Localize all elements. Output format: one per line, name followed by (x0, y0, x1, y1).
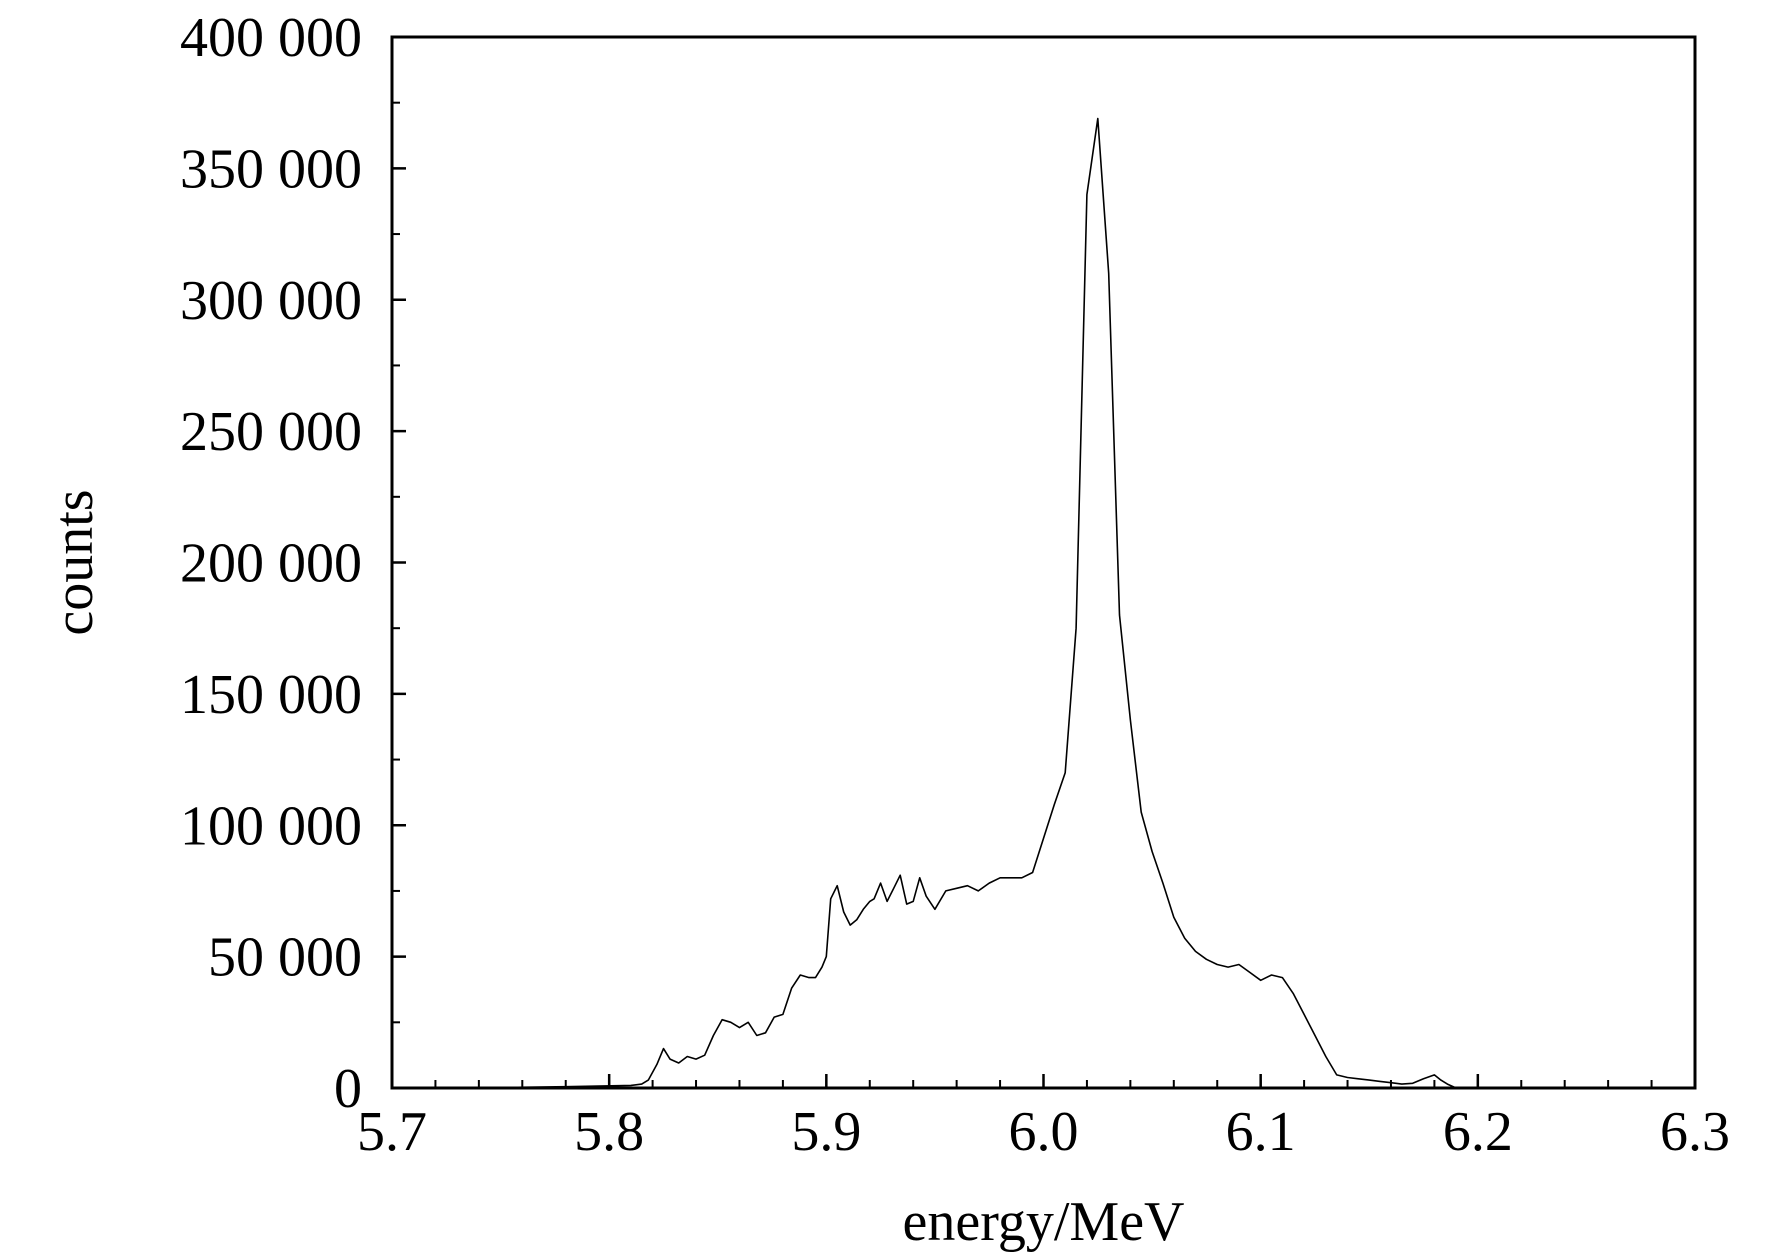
minor-ticks (391, 36, 1696, 1089)
y-axis-title: counts (43, 489, 105, 635)
x-tick-label: 5.7 (357, 1101, 427, 1163)
x-tick-label: 6.0 (1009, 1101, 1079, 1163)
y-tick-label: 350 000 (180, 138, 362, 200)
major-ticks (390, 35, 1697, 1090)
y-tick-label: 0 (334, 1058, 362, 1120)
y-tick-label: 100 000 (180, 795, 362, 857)
y-tick-label: 400 000 (180, 7, 362, 69)
x-axis-title: energy/MeV (903, 1191, 1185, 1253)
y-tick-label: 250 000 (180, 401, 362, 463)
y-tick-label: 150 000 (180, 664, 362, 726)
plot-area (390, 35, 1697, 1090)
x-tick-label: 6.3 (1660, 1101, 1730, 1163)
plot-frame (390, 35, 1697, 1090)
x-tick-labels: 5.7 5.8 5.9 6.0 6.1 6.2 6.3 (357, 1101, 1730, 1163)
x-tick-label: 5.8 (574, 1101, 644, 1163)
x-tick-label: 6.1 (1226, 1101, 1296, 1163)
y-tick-label: 200 000 (180, 533, 362, 595)
x-tick-label: 5.9 (791, 1101, 861, 1163)
y-tick-labels: 0 50 000 100 000 150 000 200 000 250 000 300 0… (180, 7, 362, 1120)
y-tick-label: 50 000 (208, 927, 362, 989)
y-tick-label: 300 000 (180, 270, 362, 332)
series-line (391, 117, 1457, 1089)
series-layer (391, 117, 1457, 1089)
x-tick-label: 6.2 (1443, 1101, 1513, 1163)
